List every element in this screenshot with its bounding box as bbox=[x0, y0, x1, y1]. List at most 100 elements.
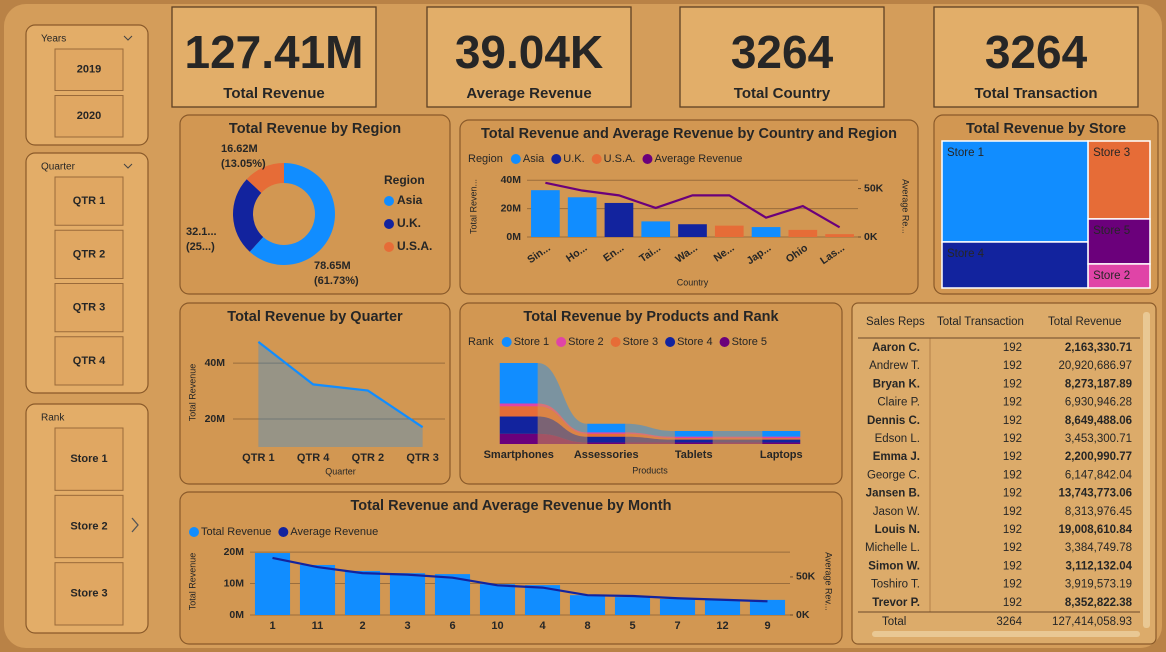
ribbon-bar bbox=[587, 432, 626, 434]
kpi-label: Total Country bbox=[734, 85, 831, 102]
y-tick-label: 40M bbox=[501, 174, 522, 186]
x-tick-label: 1 bbox=[269, 620, 275, 632]
y-tick-label: 20M bbox=[501, 202, 522, 214]
table-cell: George C. bbox=[867, 469, 920, 481]
slicer-item-label: Store 3 bbox=[70, 588, 107, 600]
legend-marker bbox=[719, 337, 730, 347]
line bbox=[545, 181, 841, 229]
slicer-item[interactable] bbox=[54, 229, 124, 279]
table-panel bbox=[851, 302, 1157, 645]
total-cell: Total bbox=[882, 616, 906, 628]
slicer-item[interactable] bbox=[54, 494, 124, 559]
donut-slice bbox=[246, 163, 284, 193]
table-cell: Trevor P. bbox=[872, 597, 920, 609]
legend-label: U.S.A. bbox=[397, 239, 432, 253]
ribbon-bar bbox=[499, 416, 538, 434]
table-cell: Aaron C. bbox=[872, 342, 920, 354]
treemap-tile bbox=[1087, 140, 1151, 220]
table-cell: Jason W. bbox=[873, 506, 920, 518]
legend-label: Asia bbox=[523, 153, 545, 165]
legend-label: Store 1 bbox=[514, 336, 549, 348]
legend-label: U.K. bbox=[563, 153, 584, 165]
donut-slice bbox=[249, 163, 335, 265]
bar bbox=[825, 234, 854, 237]
table-cell: 8,352,822.38 bbox=[1065, 597, 1133, 609]
slicer-item[interactable] bbox=[54, 427, 124, 491]
tile-label: Store 3 bbox=[1093, 147, 1130, 159]
kpi-card bbox=[426, 6, 632, 108]
table-cell: 19,008,610.84 bbox=[1058, 524, 1132, 536]
table-cell: Toshiro T. bbox=[871, 579, 920, 591]
chart-panel bbox=[179, 302, 451, 485]
data-label: (25...) bbox=[186, 241, 215, 253]
x-tick-label: QTR 4 bbox=[297, 452, 330, 464]
kpi-value: 3264 bbox=[731, 26, 834, 78]
table-cell: 3,919,573.19 bbox=[1065, 579, 1132, 591]
slicer-item[interactable] bbox=[54, 176, 124, 226]
table-cell: 20,920,686.97 bbox=[1058, 360, 1132, 372]
ribbon-bar bbox=[762, 430, 801, 437]
table-cell: Emma J. bbox=[873, 451, 920, 463]
treemap-tile bbox=[941, 140, 1089, 243]
legend-label: Total Revenue bbox=[201, 526, 271, 538]
x-tick-label: Laptops bbox=[760, 449, 803, 461]
horizontal-scrollbar[interactable] bbox=[872, 631, 1140, 637]
table-cell: Andrew T. bbox=[869, 360, 920, 372]
table-cell: 3,112,132.04 bbox=[1065, 560, 1132, 572]
slicer-item[interactable] bbox=[54, 48, 124, 91]
slicer-item[interactable] bbox=[54, 95, 124, 138]
tile-label: Store 5 bbox=[1093, 225, 1130, 237]
bar bbox=[434, 574, 471, 615]
table-cell: 192 bbox=[1003, 560, 1022, 572]
table-cell: Louis N. bbox=[875, 524, 920, 536]
slicer-item[interactable] bbox=[54, 336, 124, 386]
slicer-item-label: 2020 bbox=[77, 110, 101, 122]
ribbon bbox=[625, 442, 675, 444]
data-label: (13.05%) bbox=[221, 158, 266, 170]
table-cell: 192 bbox=[1003, 451, 1022, 463]
table-cell: Dennis C. bbox=[867, 415, 920, 427]
treemap-tile bbox=[1087, 263, 1151, 289]
y-tick-label: 10M bbox=[224, 577, 245, 589]
slicer-title: Years bbox=[41, 34, 66, 45]
legend-marker bbox=[278, 527, 289, 537]
table-cell: Jansen B. bbox=[866, 488, 920, 500]
slicer-item-label: Store 2 bbox=[70, 520, 107, 532]
next-icon[interactable] bbox=[131, 517, 139, 533]
bar bbox=[254, 553, 291, 615]
slicer-item[interactable] bbox=[54, 283, 124, 333]
ribbon-bar bbox=[762, 439, 801, 443]
x-tick-label: 11 bbox=[312, 620, 324, 632]
ribbon bbox=[625, 423, 675, 437]
table-cell: 192 bbox=[1003, 433, 1022, 445]
legend-title: Region bbox=[468, 153, 503, 165]
slicer-item[interactable] bbox=[54, 562, 124, 626]
y2-tick-label: 0K bbox=[864, 231, 878, 243]
kpi-card bbox=[933, 6, 1139, 108]
y-tick-label: 0M bbox=[506, 231, 521, 243]
ribbon-bar bbox=[587, 442, 626, 444]
ribbon-bar bbox=[587, 436, 626, 443]
ribbon bbox=[537, 403, 588, 434]
bar bbox=[704, 599, 741, 615]
x-tick-label: 6 bbox=[449, 620, 455, 632]
chart-title: Total Revenue by Region bbox=[229, 121, 401, 137]
slicer-item-label: QTR 1 bbox=[73, 195, 105, 207]
table-cell: Simon W. bbox=[868, 560, 920, 572]
x-tick-label: QTR 1 bbox=[242, 452, 274, 464]
y-axis-title: Total Revenue bbox=[187, 364, 197, 422]
vertical-scrollbar[interactable] bbox=[1143, 312, 1150, 628]
table-cell: 192 bbox=[1003, 360, 1022, 372]
kpi-label: Total Revenue bbox=[223, 85, 324, 102]
y2-axis-title: Average Rev... bbox=[824, 552, 834, 611]
chart-panel bbox=[459, 302, 843, 485]
legend-title: Rank bbox=[468, 336, 494, 348]
x-axis-title: Country bbox=[677, 277, 709, 287]
legend-marker bbox=[556, 337, 567, 347]
data-label: (61.73%) bbox=[314, 275, 359, 287]
legend-marker bbox=[384, 196, 394, 206]
tile-label: Store 4 bbox=[947, 248, 985, 260]
legend-title: Region bbox=[384, 173, 425, 187]
bar bbox=[604, 202, 634, 237]
